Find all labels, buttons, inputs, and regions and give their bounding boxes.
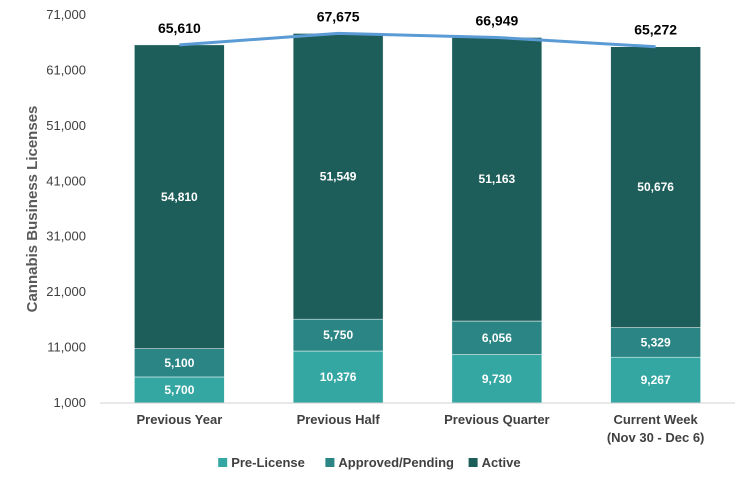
legend-label: Approved/Pending <box>338 455 454 470</box>
bar-segment-approved-pending <box>451 320 543 355</box>
y-tick-label: 51,000 <box>46 118 86 133</box>
data-label: 9,267 <box>641 373 671 387</box>
data-label: 5,750 <box>323 328 353 342</box>
x-tick-label: Previous Quarter <box>444 412 550 427</box>
bar-segment-approved-pending <box>134 348 225 378</box>
y-tick-label: 1,000 <box>53 395 86 410</box>
bar-segment-active <box>610 46 701 328</box>
bar-segment-pre-license <box>134 376 225 404</box>
data-label: 50,676 <box>637 180 674 194</box>
bar-segment-approved-pending <box>610 327 701 358</box>
legend-swatch <box>218 458 228 467</box>
bar-segment-active <box>292 33 384 320</box>
total-label: 65,272 <box>634 22 677 38</box>
total-line <box>179 31 656 49</box>
data-label: 54,810 <box>161 190 198 204</box>
y-tick-label: 71,000 <box>46 7 86 22</box>
data-label: 51,163 <box>479 172 516 186</box>
y-tick-label: 11,000 <box>47 340 86 355</box>
legend-swatch <box>468 458 478 467</box>
legend-swatch <box>325 458 335 467</box>
legend-label: Active <box>482 455 521 470</box>
data-label: 5,329 <box>641 335 671 349</box>
bar-segment-approved-pending <box>292 318 384 352</box>
total-label: 65,610 <box>158 20 201 36</box>
total-label: 66,949 <box>475 12 518 28</box>
y-tick-label: 41,000 <box>46 173 86 188</box>
data-label: 5,700 <box>164 383 194 397</box>
y-axis-title: Cannabis Business Licenses <box>24 106 41 313</box>
legend-label: Pre-License <box>231 455 305 470</box>
y-tick-label: 31,000 <box>46 229 86 244</box>
x-tick-sublabel: (Nov 30 - Dec 6) <box>607 430 705 445</box>
y-tick-label: 61,000 <box>46 62 86 77</box>
data-label: 6,056 <box>482 331 512 345</box>
data-label: 51,549 <box>320 169 357 183</box>
total-label: 67,675 <box>317 8 360 24</box>
x-tick-label: Previous Year <box>136 412 222 427</box>
data-label: 10,376 <box>320 370 357 384</box>
x-tick-label: Previous Half <box>297 412 381 427</box>
bar-segment-pre-license <box>292 350 384 404</box>
bar-segment-active <box>451 37 543 322</box>
x-tick-label: Current Week <box>613 412 698 427</box>
bar-segment-pre-license <box>610 356 701 404</box>
y-tick-label: 21,000 <box>46 284 86 299</box>
data-label: 9,730 <box>482 372 512 386</box>
data-label: 5,100 <box>164 356 194 370</box>
